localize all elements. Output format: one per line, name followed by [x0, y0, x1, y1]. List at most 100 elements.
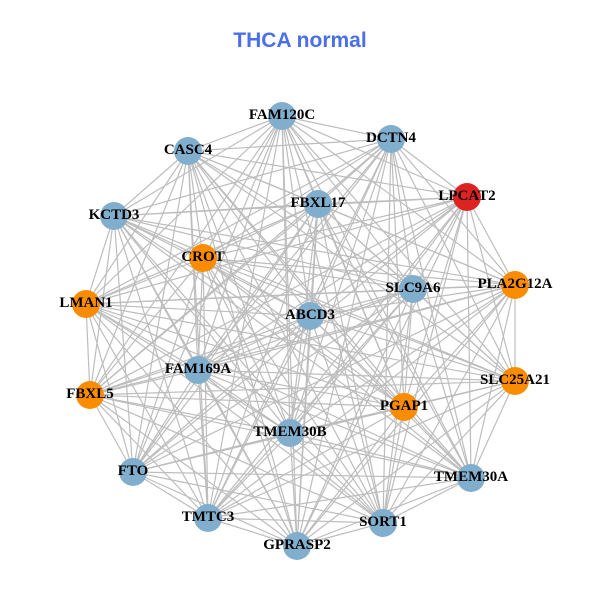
node-label-tmtc3: TMTC3: [182, 509, 235, 525]
network-edge: [89, 394, 291, 434]
node-label-gprasp2: GPRASP2: [263, 537, 331, 553]
network-edge: [89, 257, 204, 396]
node-label-slc25a21: SLC25A21: [480, 372, 550, 388]
network-edge: [202, 257, 516, 286]
node-gprasp2: [283, 532, 311, 560]
node-lman1: [72, 290, 100, 318]
node-label-crot: CROT: [181, 249, 224, 265]
node-label-tmem30a: TMEM30A: [434, 469, 508, 485]
network-edge: [197, 369, 516, 382]
network-edge: [132, 150, 189, 473]
network-edge: [89, 315, 311, 396]
network-edge: [309, 138, 392, 317]
network-edge: [113, 115, 283, 217]
node-label-fam120c: FAM120C: [249, 107, 315, 123]
network-edge: [85, 138, 392, 305]
network-edge: [187, 115, 283, 152]
network-edge: [89, 150, 189, 396]
node-slc9a6: [399, 275, 427, 303]
network-edge: [132, 471, 472, 479]
network-edge: [317, 203, 472, 479]
network-edge: [197, 315, 311, 371]
network-edge: [309, 315, 472, 479]
network-edge: [132, 284, 516, 473]
network-edge: [281, 115, 392, 140]
network-edge: [85, 303, 91, 396]
network-edge: [202, 257, 311, 317]
network-edge: [309, 315, 516, 382]
network-edge: [296, 522, 384, 547]
network-edge: [113, 203, 319, 217]
network-edge: [85, 303, 384, 524]
network-edge: [85, 303, 298, 547]
node-label-lman1: LMAN1: [59, 295, 112, 311]
network-edge: [390, 138, 468, 198]
node-fbxl5: [76, 381, 104, 409]
network-edge: [85, 284, 516, 305]
network-edge: [89, 369, 199, 396]
node-kctd3: [100, 202, 128, 230]
network-edge: [89, 284, 516, 396]
network-edge: [296, 406, 405, 547]
node-fto: [119, 458, 147, 486]
network-edge: [132, 288, 414, 473]
node-tmem30a: [457, 464, 485, 492]
network-edge: [281, 115, 311, 317]
node-label-kctd3: KCTD3: [89, 207, 140, 223]
network-edge: [207, 477, 472, 519]
label-layer: FAM120C DCTN4 CASC4 LPCAT2 KCTD3 FBXL17 CROT SL…: [59, 107, 552, 553]
network-edge: [197, 203, 319, 371]
network-edge: [403, 406, 472, 479]
network-edge: [289, 284, 516, 434]
network-edge: [132, 432, 291, 473]
network-edge: [403, 196, 468, 408]
node-crot: [189, 244, 217, 272]
network-edge: [132, 471, 384, 524]
network-edge: [85, 303, 516, 382]
network-edge: [89, 394, 384, 524]
network-edge: [207, 406, 405, 519]
network-edge: [187, 150, 405, 408]
network-edge: [132, 315, 311, 473]
network-edge: [202, 196, 468, 259]
node-dctn4: [377, 125, 405, 153]
node-label-casc4: CASC4: [164, 142, 213, 158]
node-label-lpcat2: LPCAT2: [438, 188, 495, 204]
network-edge: [202, 257, 472, 479]
network-edge: [403, 284, 516, 408]
network-edge: [202, 257, 516, 382]
network-edge: [207, 517, 298, 547]
network-edge: [296, 138, 392, 547]
network-edge: [207, 315, 311, 519]
network-edge: [309, 196, 468, 317]
node-tmtc3: [194, 504, 222, 532]
network-edge: [85, 303, 209, 519]
network-edge: [289, 432, 472, 479]
network-edge: [289, 315, 311, 434]
network-edge: [89, 394, 298, 547]
network-edge: [207, 432, 291, 519]
network-edge: [207, 380, 516, 519]
edge-layer: [85, 115, 516, 547]
network-edge: [113, 215, 209, 519]
network-edge: [85, 303, 472, 479]
network-edge: [382, 406, 405, 524]
network-edge: [382, 284, 516, 524]
network-edge: [113, 215, 414, 290]
node-label-abcd3: ABCD3: [285, 307, 335, 323]
network-edge: [132, 115, 283, 473]
network-edge: [470, 380, 516, 479]
network-edge: [187, 150, 204, 259]
network-edge: [382, 196, 468, 524]
network-edge: [89, 394, 405, 408]
node-label-dctn4: DCTN4: [366, 130, 417, 146]
network-edge: [309, 288, 414, 317]
network-edge: [197, 196, 468, 371]
network-edge: [202, 257, 291, 434]
network-edge: [466, 196, 472, 479]
node-lpcat2: [453, 183, 481, 211]
network-edge: [207, 517, 384, 524]
node-fam169a: [184, 356, 212, 384]
node-layer: [72, 102, 529, 560]
